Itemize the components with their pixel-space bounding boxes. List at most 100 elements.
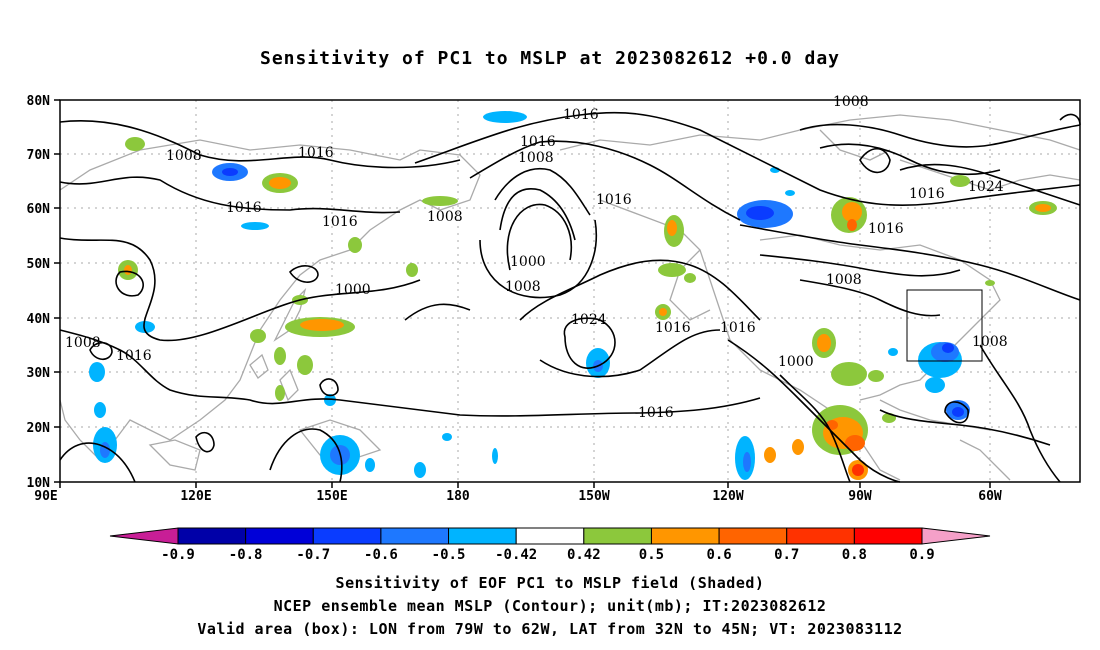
axis-ticks	[54, 99, 991, 488]
colorbar-label: -0.6	[364, 547, 398, 563]
lon-label: 120E	[180, 489, 211, 504]
contour-label: 1000	[510, 254, 546, 270]
shade-blob	[274, 347, 286, 365]
colorbar-label: 0.9	[909, 547, 934, 563]
valid-area-box	[906, 289, 983, 362]
colorbar-box	[448, 527, 517, 545]
colorbar-label: -0.7	[296, 547, 330, 563]
shade-blob	[764, 447, 776, 463]
shade-blob	[743, 452, 751, 472]
contour-label: 1024	[968, 179, 1004, 195]
shade-blob	[952, 407, 964, 417]
shade-blob	[365, 458, 375, 472]
shade-blob	[250, 329, 266, 343]
shade-blob	[852, 464, 864, 476]
shade-blob	[985, 280, 995, 286]
shade-blob	[483, 111, 527, 123]
colorbar-label: -0.5	[432, 547, 466, 563]
colorbar-label: 0.5	[639, 547, 664, 563]
shade-blob	[124, 265, 132, 275]
lat-label: 70N	[27, 148, 51, 163]
contour-label: 1016	[116, 348, 152, 364]
lon-label: 60W	[978, 489, 1002, 504]
lon-label: 150W	[578, 489, 609, 504]
sensitivity-shading	[89, 111, 1057, 480]
contour-label: 1016	[909, 186, 945, 202]
shade-blob	[269, 177, 291, 189]
shade-blob	[845, 435, 865, 451]
colorbar-box	[380, 527, 450, 545]
shade-blob	[492, 448, 498, 464]
contour-label: 1024	[571, 312, 607, 328]
chart-title: Sensitivity of PC1 to MSLP at 2023082612…	[259, 48, 840, 69]
shade-blob	[406, 263, 418, 277]
lon-label: 150E	[316, 489, 347, 504]
lat-label: 30N	[27, 366, 51, 381]
colorbar-label: 0.6	[706, 547, 731, 563]
shade-blob	[868, 370, 884, 382]
contour-label: 1016	[655, 320, 691, 336]
shade-blob	[925, 377, 945, 393]
shade-blob	[746, 206, 774, 220]
contour-label: 1016	[596, 192, 632, 208]
shade-blob	[817, 334, 831, 352]
contour-labels: 1016 1016 1008 1000 1008 1008 1016 1016 …	[65, 94, 1008, 421]
shade-blob	[831, 362, 867, 386]
colorbar-boxes	[177, 527, 923, 545]
colorbar-box	[786, 527, 855, 545]
lat-label: 10N	[27, 476, 51, 491]
shade-blob	[658, 263, 686, 277]
colorbar-box	[650, 527, 720, 545]
lat-label: 50N	[27, 257, 51, 272]
contour-label: 1016	[868, 221, 904, 237]
lat-label: 40N	[27, 312, 51, 327]
contour-label: 1008	[826, 272, 862, 288]
shade-blob	[659, 308, 667, 316]
colorbar-box	[515, 527, 585, 545]
contour-label: 1008	[65, 335, 101, 351]
colorbar-box	[312, 527, 382, 545]
caption-contour: NCEP ensemble mean MSLP (Contour); unit(…	[273, 597, 827, 615]
map-frame	[59, 99, 1081, 483]
contour-label: 1008	[972, 334, 1008, 350]
shade-blob	[422, 196, 458, 206]
shade-blob	[222, 168, 238, 176]
shade-blob	[950, 175, 970, 187]
shade-blob	[89, 362, 105, 382]
shade-blob	[300, 319, 344, 331]
shade-blob	[241, 222, 269, 230]
colorbar-label: -0.8	[229, 547, 263, 563]
longitude-axis: 90E 120E 150E 180 150W 120W 90W 60W	[34, 489, 1002, 504]
contour-label: 1008	[518, 150, 554, 166]
latitude-axis: 80N 70N 60N 50N 40N 30N 20N 10N	[27, 94, 51, 491]
colorbar-labels: -0.9 -0.8 -0.7 -0.6 -0.5 -0.42 0.42 0.5 0.6 0.7 0.…	[161, 547, 935, 563]
lon-label: 90W	[848, 489, 872, 504]
shade-blob	[888, 348, 898, 356]
shade-blob	[135, 321, 155, 333]
colorbar-box	[718, 527, 788, 545]
colorbar-high-extension	[921, 527, 991, 545]
shade-blob	[842, 202, 862, 222]
contour-label: 1016	[298, 145, 334, 161]
caption-valid-area: Valid area (box): LON from 79W to 62W, L…	[197, 620, 903, 638]
contour-label: 1008	[166, 148, 202, 164]
contour-label: 1016	[322, 214, 358, 230]
shade-blob	[94, 402, 106, 418]
shade-blob	[942, 343, 954, 353]
contour-label: 1016	[226, 200, 262, 216]
shade-blob	[785, 190, 795, 196]
colorbar-label: -0.9	[161, 547, 195, 563]
contour-label: 1016	[563, 107, 599, 123]
colorbar-box	[245, 527, 314, 545]
colorbar-low-extension	[109, 527, 179, 545]
colorbar-box	[177, 527, 247, 545]
shade-blob	[847, 219, 857, 231]
lon-label: 180	[446, 489, 470, 504]
caption-shading: Sensitivity of EOF PC1 to MSLP field (Sh…	[335, 574, 765, 592]
shade-blob	[792, 439, 804, 455]
contour-label: 1008	[833, 94, 869, 110]
colorbar-label: 0.7	[774, 547, 799, 563]
lat-label: 20N	[27, 421, 51, 436]
contour-label: 1016	[520, 134, 556, 150]
